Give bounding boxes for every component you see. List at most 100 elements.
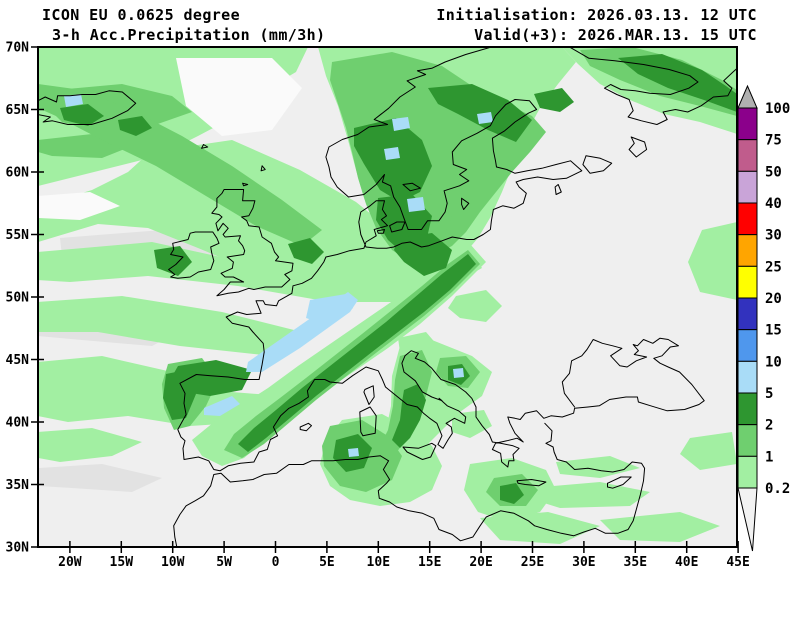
- lon-label: 40E: [675, 555, 698, 570]
- precip-area: [118, 116, 152, 136]
- precip-area: [688, 222, 736, 300]
- colorbar-label: 25: [765, 259, 782, 275]
- precip-area: [39, 192, 120, 220]
- lat-label: 60N: [6, 166, 30, 181]
- precip-area: [392, 384, 426, 448]
- lon-label: 35E: [624, 555, 647, 570]
- colorbar-segment: [737, 234, 758, 267]
- lon-label: 10W: [161, 555, 185, 570]
- precip-area: [39, 296, 302, 356]
- precip-area: [453, 368, 464, 378]
- lon-label: 5E: [319, 555, 335, 570]
- precip-area: [600, 512, 720, 542]
- colorbar-segment: [737, 329, 758, 362]
- precip-area: [64, 94, 83, 107]
- precip-area: [534, 88, 574, 112]
- lon-label: 5W: [216, 555, 232, 570]
- colorbar-label: 10: [765, 354, 782, 370]
- coastlines-layer: [39, 48, 736, 546]
- colorbar-label: 100: [765, 101, 790, 117]
- coastline: [177, 48, 705, 472]
- lat-label: 45N: [6, 353, 30, 368]
- precip-area: [306, 294, 353, 326]
- lat-label: 55N: [6, 228, 30, 243]
- precip-area: [354, 118, 432, 202]
- colorbar-segment: [737, 265, 758, 299]
- colorbar-segment: [737, 392, 758, 426]
- colorbar-segment: [737, 424, 758, 457]
- coastline: [39, 90, 137, 125]
- coastline: [570, 48, 736, 125]
- lon-label: 30E: [572, 555, 595, 570]
- colorbar-label: 1: [765, 449, 773, 465]
- coastline: [389, 221, 406, 233]
- lon-label: 0: [272, 555, 280, 570]
- colorbar-segment: [737, 455, 758, 489]
- coastline: [242, 182, 249, 187]
- coastline: [554, 184, 562, 195]
- precip-area: [154, 246, 192, 276]
- coastline: [628, 136, 648, 158]
- precip-area: [384, 147, 400, 160]
- lon-label: 15E: [418, 555, 441, 570]
- colorbar-segment: [737, 170, 758, 204]
- precip-area: [528, 482, 650, 508]
- coastline: [363, 385, 375, 405]
- precip-area: [60, 104, 104, 126]
- precip-area: [448, 290, 502, 322]
- precip-area: [176, 58, 302, 136]
- coastline: [168, 231, 220, 279]
- precip-area: [480, 512, 600, 544]
- precip-area: [392, 117, 410, 131]
- coastline: [201, 144, 209, 149]
- colorbar-label: 20: [765, 291, 782, 307]
- colorbar-segment: [737, 139, 758, 172]
- colorbar-label: 75: [765, 133, 782, 149]
- lon-label: 15W: [110, 555, 134, 570]
- colorbar-under-arrow: [737, 487, 758, 552]
- precip-area: [407, 197, 425, 212]
- lon-label: 20W: [58, 555, 82, 570]
- coastline: [359, 406, 377, 437]
- lon-label: 25E: [521, 555, 544, 570]
- precip-area: [39, 84, 322, 246]
- lat-label: 40N: [6, 416, 30, 431]
- precip-area: [288, 238, 324, 264]
- precip-area: [39, 428, 142, 462]
- colorbar-label: 0.2: [765, 481, 790, 497]
- model-title: ICON EU 0.0625 degree: [42, 6, 241, 24]
- coastline: [211, 189, 294, 297]
- colorbar-segment: [737, 107, 758, 141]
- lat-label: 50N: [6, 291, 30, 306]
- precip-area: [204, 396, 240, 416]
- coastline: [607, 476, 632, 489]
- colorbar-label: 50: [765, 164, 782, 180]
- coastline: [402, 182, 421, 192]
- coastline: [173, 422, 646, 546]
- precip-area: [39, 242, 482, 302]
- product-title: 3-h Acc.Precipitation (mm/3h): [52, 26, 326, 44]
- precip-area: [348, 448, 359, 457]
- lat-label: 35N: [6, 478, 30, 493]
- lat-label: 70N: [6, 41, 30, 56]
- precip-area: [238, 254, 476, 452]
- coastline: [376, 229, 385, 234]
- coastline: [461, 197, 470, 210]
- coastline: [402, 442, 437, 460]
- precip-area: [680, 432, 736, 470]
- precip-area: [618, 54, 736, 112]
- colorbar-segment: [737, 297, 758, 331]
- axes-layer: 70N 65N 60N 55N 50N 45N 40N 35N 30N 20W 15W 10W 5W 0 5…: [6, 41, 750, 571]
- colorbar-label: 40: [765, 196, 782, 212]
- coastline: [582, 155, 613, 174]
- colorbar-segment: [737, 360, 758, 394]
- precip-area: [500, 483, 524, 504]
- lon-label: 20E: [469, 555, 492, 570]
- lat-label: 65N: [6, 103, 30, 118]
- colorbar: 100 75 50 40 30 25 20 15 10 5 2 1 0.2: [737, 84, 790, 552]
- colorbar-label: 5: [765, 386, 773, 402]
- precip-area: [398, 332, 438, 358]
- colorbar-label: 2: [765, 418, 773, 434]
